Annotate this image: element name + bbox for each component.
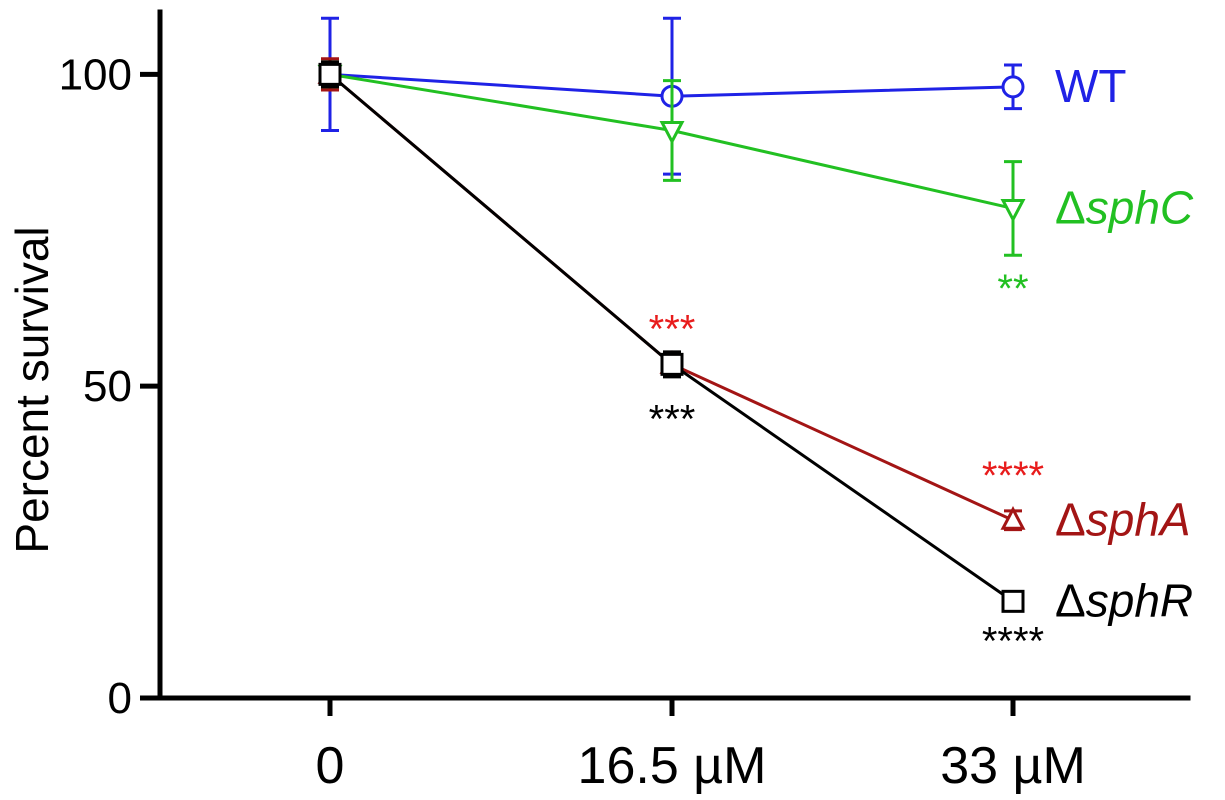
y-ticks: 0 50 100 <box>59 50 160 723</box>
x-ticks: 0 16.5 µM 33 µM <box>316 698 1086 795</box>
data-point <box>318 62 342 86</box>
gene-name: sphC <box>1086 181 1194 233</box>
series-label: WT <box>1055 60 1127 112</box>
x-tick-label: 16.5 µM <box>578 737 767 795</box>
y-axis-label: Percent survival <box>6 226 58 553</box>
delta-prefix: Δ <box>1055 181 1086 233</box>
significance-mark: **** <box>982 454 1044 498</box>
series-label: ΔsphR <box>1055 574 1193 626</box>
y-tick-label: 100 <box>59 50 132 99</box>
gene-name: sphA <box>1086 493 1191 545</box>
significance-mark: ** <box>997 267 1028 311</box>
gene-name: sphR <box>1086 574 1193 626</box>
delta-prefix: Δ <box>1055 574 1086 626</box>
series-label: ΔsphC <box>1055 181 1194 233</box>
delta-prefix: Δ <box>1055 493 1086 545</box>
y-tick-label: 0 <box>108 674 132 723</box>
data-point <box>1000 198 1026 223</box>
series-ΔsphR <box>318 60 1025 613</box>
data-point <box>1001 589 1025 613</box>
significance-mark: *** <box>649 397 696 441</box>
data-point <box>659 120 685 145</box>
data-point <box>660 352 684 376</box>
x-tick-label: 0 <box>316 737 345 795</box>
significance-marks: **************** <box>649 267 1044 663</box>
data-point <box>1001 75 1025 99</box>
y-tick-label: 50 <box>83 362 132 411</box>
significance-mark: *** <box>649 307 696 351</box>
significance-mark: **** <box>982 620 1044 664</box>
data-point <box>1000 506 1026 530</box>
series-layer <box>317 16 1026 613</box>
series-label: ΔsphA <box>1055 493 1191 545</box>
x-tick-label: 33 µM <box>940 737 1086 795</box>
